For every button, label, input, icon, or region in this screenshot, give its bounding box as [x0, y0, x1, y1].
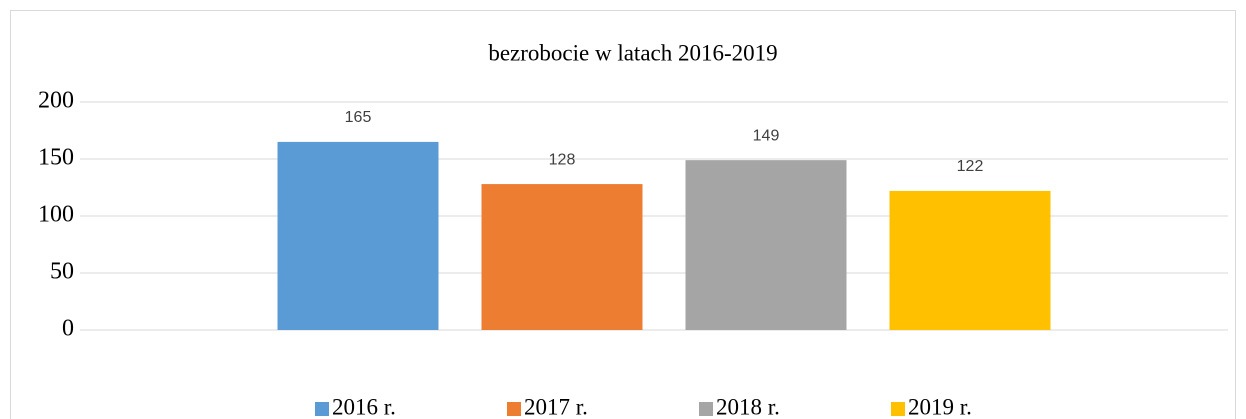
- y-tick-label: 0: [62, 316, 74, 342]
- y-tick-label: 200: [38, 88, 74, 114]
- chart-title: bezrobocie w latach 2016-2019: [488, 40, 777, 65]
- legend-label: 2016 r.: [332, 394, 396, 419]
- y-tick-label: 50: [50, 259, 74, 285]
- legend-label: 2017 r.: [524, 394, 588, 419]
- legend-label: 2018 r.: [716, 394, 780, 419]
- legend-swatch: [507, 402, 521, 416]
- data-label: 149: [753, 127, 780, 144]
- bar: [889, 190, 1051, 330]
- y-tick-label: 100: [38, 202, 74, 228]
- bar: [685, 160, 847, 330]
- data-label: 165: [345, 109, 372, 126]
- legend-swatch: [315, 402, 329, 416]
- bar: [481, 184, 643, 330]
- data-label: 128: [549, 151, 576, 168]
- legend-label: 2019 r.: [908, 394, 972, 419]
- legend-swatch: [699, 402, 713, 416]
- legend-swatch: [891, 402, 905, 416]
- data-label: 122: [957, 158, 984, 175]
- y-tick-label: 150: [38, 145, 74, 171]
- bar: [277, 141, 439, 330]
